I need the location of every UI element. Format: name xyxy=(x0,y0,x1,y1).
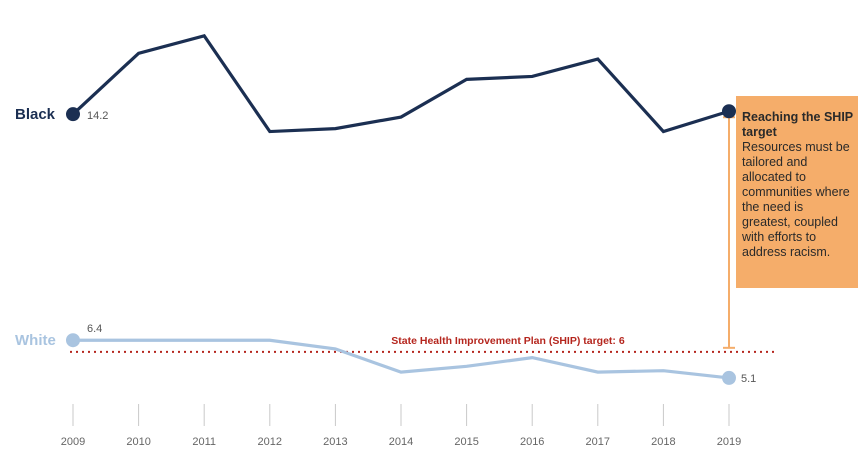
x-tick-label-2012: 2012 xyxy=(258,436,282,448)
white-start-point xyxy=(66,333,80,348)
x-axis: 2009 2010 2011 2012 2013 2014 2015 2016 2017 2018… xyxy=(61,404,741,448)
ship-target-label: State Health Improvement Plan (SHIP) tar… xyxy=(391,335,625,347)
x-tick-label-2009: 2009 xyxy=(61,436,85,448)
x-tick-label-2015: 2015 xyxy=(454,436,478,448)
black-series-line xyxy=(71,34,730,134)
white-end-point xyxy=(722,370,736,385)
x-tick-label-2018: 2018 xyxy=(651,436,675,448)
black-start-label: 14.2 xyxy=(87,110,108,122)
annotation-title: Reaching the SHIP target xyxy=(742,110,853,139)
black-start-point xyxy=(66,107,80,122)
ship-annotation-box: Reaching the SHIP target Resources must … xyxy=(736,96,858,288)
white-series-name: White xyxy=(15,332,56,349)
x-tick-label-2011: 2011 xyxy=(192,436,216,448)
white-series-line xyxy=(73,338,730,380)
x-tick-label-2016: 2016 xyxy=(520,436,544,448)
x-tick-label-2014: 2014 xyxy=(389,436,413,448)
annotation-text: Resources must be tailored and allocated… xyxy=(742,140,850,259)
white-end-label: 5.1 xyxy=(741,373,756,385)
annotation-bracket xyxy=(723,116,735,349)
white-start-label: 6.4 xyxy=(87,323,102,335)
black-end-point xyxy=(722,104,736,119)
x-tick-label-2013: 2013 xyxy=(323,436,347,448)
x-tick-label-2010: 2010 xyxy=(126,436,150,448)
x-tick-label-2019: 2019 xyxy=(717,436,741,448)
black-series-name: Black xyxy=(15,106,56,123)
x-tick-label-2017: 2017 xyxy=(586,436,610,448)
